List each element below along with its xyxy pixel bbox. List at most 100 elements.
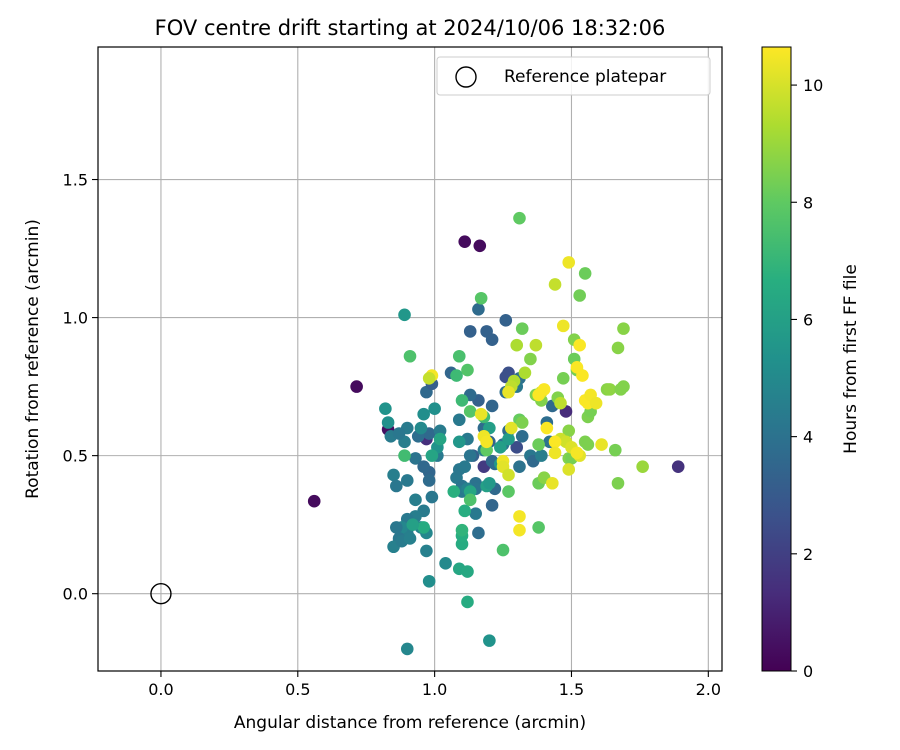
data-point: [425, 449, 439, 462]
legend-marker-open-circle: [455, 66, 477, 88]
data-point: [428, 402, 441, 415]
data-point: [403, 532, 417, 545]
y-tick-label: 0.0: [63, 585, 88, 604]
x-tick-label: 0.5: [285, 680, 310, 699]
data-point: [455, 523, 469, 537]
data-point: [461, 595, 474, 609]
data-point: [417, 460, 430, 473]
chart-title: FOV centre drift starting at 2024/10/06 …: [155, 16, 666, 40]
data-point: [562, 256, 576, 269]
data-point: [535, 449, 548, 462]
data-point: [417, 521, 430, 534]
data-point: [603, 383, 617, 396]
data-point: [390, 521, 403, 534]
data-point: [420, 544, 433, 558]
reference-marker-layer: [150, 582, 172, 605]
data-point: [513, 523, 526, 537]
x-tick-label: 2.0: [696, 680, 721, 699]
data-point: [562, 463, 576, 476]
data-point: [573, 338, 586, 352]
data-point: [671, 460, 685, 473]
data-point: [483, 476, 496, 490]
colorbar-tick-label: 10: [803, 76, 823, 95]
plot-frame: [97, 46, 723, 672]
data-point: [494, 441, 507, 454]
data-point: [414, 421, 428, 435]
y-tick-label: 1.5: [63, 171, 88, 190]
data-point: [463, 449, 477, 462]
data-point: [473, 239, 487, 253]
data-point: [485, 499, 499, 512]
data-point: [576, 369, 589, 382]
colorbar-tick-label: 2: [803, 545, 813, 564]
data-point: [532, 438, 545, 451]
data-point: [463, 405, 477, 418]
data-point: [406, 518, 420, 531]
data-point: [608, 443, 622, 457]
colorbar-gradient: [761, 46, 792, 672]
colorbar-ticks: 0 2 4 6 8 10: [791, 76, 823, 681]
data-point: [447, 485, 461, 498]
data-point: [562, 424, 576, 438]
data-point: [409, 452, 422, 465]
data-point: [548, 278, 562, 291]
data-point: [611, 476, 625, 490]
data-point: [515, 416, 529, 429]
grid-lines: [98, 47, 722, 671]
data-point: [417, 407, 430, 421]
colorbar-tick-label: 4: [803, 428, 813, 447]
data-point: [474, 407, 488, 421]
data-point: [483, 634, 496, 647]
data-point: [548, 435, 562, 449]
data-point: [499, 314, 513, 327]
data-point: [546, 476, 559, 490]
data-point: [474, 291, 488, 305]
data-point: [455, 394, 469, 407]
data-point: [578, 267, 592, 280]
data-point: [556, 372, 570, 385]
legend-box: [436, 56, 711, 96]
data-point: [589, 396, 603, 410]
data-points: [307, 211, 685, 656]
data-point: [524, 352, 537, 366]
data-point: [532, 388, 545, 402]
data-point: [452, 413, 466, 427]
data-point: [513, 510, 526, 523]
data-point: [513, 211, 526, 225]
data-point: [400, 642, 414, 656]
data-point: [540, 421, 554, 435]
data-point: [518, 366, 532, 380]
data-point: [496, 543, 510, 557]
data-point: [400, 474, 414, 487]
data-point: [617, 322, 630, 335]
data-point: [510, 338, 524, 352]
data-point: [581, 438, 595, 451]
data-point: [439, 557, 452, 570]
x-axis-label: Angular distance from reference (arcmin): [234, 713, 586, 733]
data-point: [398, 308, 411, 322]
data-point: [617, 380, 630, 393]
data-point: [570, 446, 584, 460]
data-point: [307, 494, 321, 508]
data-point: [390, 479, 403, 493]
colorbar-label: Hours from first FF file: [841, 264, 861, 454]
y-axis-ticks: 0.0 0.5 1.0 1.5: [63, 171, 98, 604]
data-point: [422, 474, 436, 487]
data-point: [502, 468, 515, 482]
data-point: [548, 446, 562, 460]
data-point: [556, 319, 570, 333]
data-point: [485, 333, 499, 346]
data-point: [463, 325, 477, 338]
data-point: [403, 349, 417, 363]
data-point: [350, 380, 363, 393]
x-tick-label: 1.5: [559, 680, 584, 699]
data-point: [515, 430, 529, 443]
data-point: [433, 432, 447, 446]
data-point: [392, 427, 406, 440]
x-axis-ticks: 0.0 0.5 1.0 1.5 2.0: [148, 671, 721, 699]
data-point: [529, 338, 543, 352]
data-point: [480, 435, 493, 449]
data-point: [398, 449, 411, 462]
data-point: [458, 235, 472, 248]
